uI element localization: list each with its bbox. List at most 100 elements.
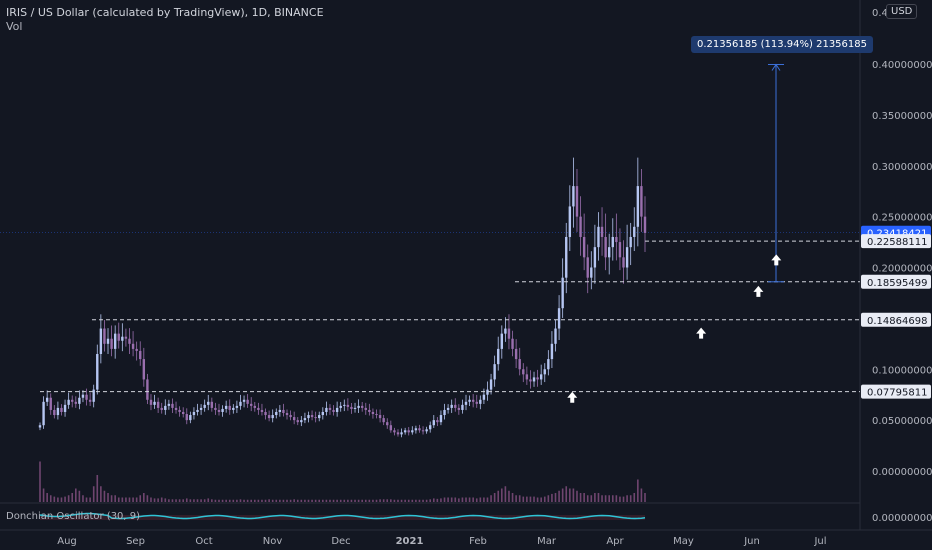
volume-bar [250, 499, 253, 502]
candle-body [81, 394, 85, 398]
volume-bar [239, 499, 242, 502]
candle-body [618, 242, 622, 258]
volume-bar [393, 499, 396, 502]
x-tick-label: Nov [263, 536, 283, 547]
volume-bar [375, 499, 378, 502]
y-tick-label: 0.10000000 [872, 365, 932, 376]
volume-bar [211, 499, 213, 502]
candle-body [479, 399, 482, 404]
volume-bar [53, 496, 56, 502]
y-tick-label: 0.00000000 [872, 467, 932, 478]
currency-button[interactable]: USD [886, 4, 918, 19]
candle-body [318, 415, 321, 419]
candle-body [264, 411, 267, 416]
volume-bar [526, 496, 528, 502]
candle-body [174, 407, 178, 410]
volume-bar [107, 493, 109, 502]
candle-body [189, 415, 192, 421]
candle-body [389, 425, 393, 431]
volume-bar [565, 486, 568, 502]
candle-body [303, 418, 307, 421]
volume-bar [475, 498, 478, 502]
volume-bar [146, 495, 149, 502]
candle-body [507, 328, 511, 339]
volume-bar [501, 488, 503, 502]
volume-bar [601, 495, 603, 502]
volume-bar [67, 495, 70, 502]
volume-bar [82, 495, 84, 502]
candle-body [49, 397, 52, 410]
candle-body [246, 399, 249, 404]
price-tag [861, 384, 931, 399]
candle-body [353, 407, 357, 409]
candle-body [56, 407, 60, 416]
volume-bar [586, 495, 589, 502]
candle-body [625, 247, 629, 268]
candle-body [88, 399, 92, 402]
volume-bar [286, 499, 288, 502]
candle-body [400, 432, 403, 435]
candle-body [593, 247, 597, 268]
volume-bar [236, 499, 238, 502]
volume-bar [490, 495, 492, 502]
candle-body [382, 418, 385, 423]
volume-bar [479, 497, 482, 502]
candle-body [489, 379, 493, 390]
volume-bar [561, 488, 564, 502]
volume-bar [518, 495, 521, 502]
candle-body [232, 407, 235, 410]
volume-bar [271, 499, 274, 502]
volume-bar [261, 499, 263, 502]
volume-bar [196, 499, 199, 502]
volume-bar [357, 499, 360, 502]
candle-body [257, 407, 260, 410]
volume-bar [314, 499, 317, 502]
candle-body [335, 407, 339, 412]
volume-bar [429, 499, 432, 502]
volume-bar [103, 490, 106, 502]
candle-body [572, 186, 575, 207]
symbol-title: IRIS / US Dollar (calculated by TradingV… [6, 6, 324, 19]
volume-bar [404, 499, 406, 502]
volume-bar [71, 493, 74, 502]
volume-bar [554, 493, 557, 502]
candle-body [339, 405, 342, 408]
x-tick-label: 2021 [396, 536, 424, 547]
volume-bar [583, 493, 585, 502]
candle-body [164, 405, 167, 410]
candle-body [343, 404, 346, 406]
candle-body [429, 425, 432, 430]
volume-bar [279, 499, 281, 502]
volume-label: Vol [6, 20, 23, 33]
y-tick-label: 0.40000000 [872, 60, 932, 71]
volume-bar [339, 499, 342, 502]
volume-bar [296, 499, 299, 502]
candle-body [181, 411, 185, 415]
candle-body [600, 226, 604, 237]
volume-bar [364, 499, 367, 502]
price-tag-label: 0.14864698 [867, 316, 927, 327]
candle-body [42, 401, 45, 426]
candle-body [357, 405, 360, 408]
volume-bar [207, 498, 210, 502]
volume-bar [74, 488, 77, 502]
volume-bar [597, 493, 600, 502]
volume-bar [493, 493, 496, 502]
candle-body [292, 417, 296, 421]
candle-body [468, 399, 471, 402]
volume-bar [57, 497, 59, 502]
volume-bar [117, 497, 120, 502]
volume-bar [60, 497, 63, 502]
volume-bar [361, 499, 363, 502]
candle-body [579, 216, 582, 237]
volume-bar [576, 490, 578, 502]
price-tag-label: 0.07795811 [867, 388, 927, 399]
volume-bar [386, 499, 389, 502]
candle-body [38, 425, 42, 428]
candle-body [110, 338, 113, 349]
candle-body [242, 399, 246, 402]
candle-body [67, 399, 70, 405]
candle-body [146, 379, 149, 400]
volume-bar [311, 499, 313, 502]
